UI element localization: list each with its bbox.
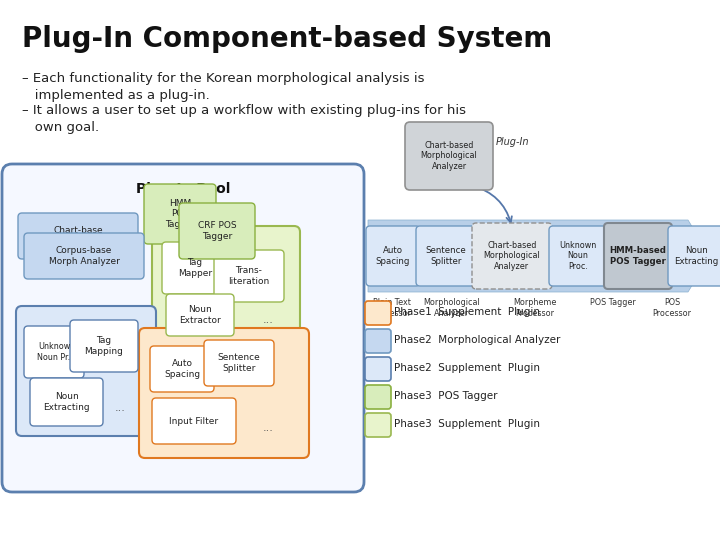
FancyBboxPatch shape — [166, 294, 234, 336]
FancyBboxPatch shape — [30, 378, 103, 426]
Text: Tag
Mapping: Tag Mapping — [84, 336, 123, 356]
Text: ...: ... — [263, 423, 274, 433]
Text: ...: ... — [263, 315, 274, 325]
FancyBboxPatch shape — [416, 226, 476, 286]
Text: POS Tagger: POS Tagger — [590, 298, 636, 307]
Text: Phase2  Morphological Analyzer: Phase2 Morphological Analyzer — [394, 335, 560, 345]
FancyBboxPatch shape — [24, 233, 144, 279]
FancyBboxPatch shape — [365, 301, 391, 325]
Text: Noun
Extracting: Noun Extracting — [43, 392, 90, 412]
Text: Chart-based
Morphological
Analyzer: Chart-based Morphological Analyzer — [420, 141, 477, 171]
Text: Noun
Extractor: Noun Extractor — [179, 305, 221, 325]
FancyBboxPatch shape — [144, 184, 216, 244]
Text: Unknow
Noun Pr.: Unknow Noun Pr. — [37, 342, 71, 362]
Text: HMM
POS
Tagger: HMM POS Tagger — [165, 199, 195, 230]
Text: Input Filter: Input Filter — [169, 416, 219, 426]
Text: Trans-
literation: Trans- literation — [228, 266, 269, 286]
FancyBboxPatch shape — [16, 306, 156, 436]
FancyBboxPatch shape — [179, 203, 255, 259]
Text: Auto
Spacing: Auto Spacing — [164, 359, 200, 379]
FancyBboxPatch shape — [214, 250, 284, 302]
Text: Phase3  POS Tagger: Phase3 POS Tagger — [394, 391, 498, 401]
Polygon shape — [368, 220, 710, 292]
Text: Plain Text
Processor: Plain Text Processor — [372, 298, 412, 318]
Text: Chart-based
Morphological
Analyzer: Chart-based Morphological Analyzer — [484, 241, 541, 271]
FancyBboxPatch shape — [162, 242, 228, 294]
Text: – Each functionality for the Korean morphological analysis is
   implemented as : – Each functionality for the Korean morp… — [22, 72, 425, 103]
FancyBboxPatch shape — [472, 223, 552, 289]
FancyBboxPatch shape — [366, 226, 420, 286]
Text: Chart-base
Morph Analyzer: Chart-base Morph Analyzer — [42, 226, 114, 246]
FancyBboxPatch shape — [549, 226, 607, 286]
Text: CRF POS
Tagger: CRF POS Tagger — [198, 221, 236, 241]
Text: Corpus-base
Morph Analyzer: Corpus-base Morph Analyzer — [48, 246, 120, 266]
Text: Phase1  Supplement  Plugin: Phase1 Supplement Plugin — [394, 307, 540, 317]
FancyBboxPatch shape — [18, 213, 138, 259]
Text: Phase2  Supplement  Plugin: Phase2 Supplement Plugin — [394, 363, 540, 373]
FancyBboxPatch shape — [604, 223, 672, 289]
FancyBboxPatch shape — [365, 357, 391, 381]
FancyBboxPatch shape — [152, 226, 300, 348]
Text: Plug-In Pool: Plug-In Pool — [136, 182, 230, 196]
FancyBboxPatch shape — [24, 326, 84, 378]
FancyBboxPatch shape — [204, 340, 274, 386]
Text: – It allows a user to set up a workflow with existing plug-ins for his
   own go: – It allows a user to set up a workflow … — [22, 104, 466, 134]
FancyBboxPatch shape — [405, 122, 493, 190]
Text: HMM-based
POS Tagger: HMM-based POS Tagger — [610, 246, 667, 266]
Text: Morpheme
Processor: Morpheme Processor — [513, 298, 557, 318]
FancyBboxPatch shape — [365, 413, 391, 437]
Text: Phase3  Supplement  Plugin: Phase3 Supplement Plugin — [394, 419, 540, 429]
Text: Plug-In Component-based System: Plug-In Component-based System — [22, 25, 552, 53]
FancyBboxPatch shape — [150, 346, 214, 392]
Text: Unknown
Noun
Proc.: Unknown Noun Proc. — [559, 241, 597, 271]
Text: Noun
Extracting: Noun Extracting — [674, 246, 718, 266]
FancyBboxPatch shape — [668, 226, 720, 286]
FancyBboxPatch shape — [139, 328, 309, 458]
FancyBboxPatch shape — [152, 398, 236, 444]
Text: Sentence
Splitter: Sentence Splitter — [426, 246, 467, 266]
FancyBboxPatch shape — [2, 164, 364, 492]
Text: Sentence
Splitter: Sentence Splitter — [217, 353, 261, 373]
Text: POS
Processor: POS Processor — [652, 298, 691, 318]
Text: Tag
Mapper: Tag Mapper — [178, 258, 212, 278]
FancyBboxPatch shape — [365, 329, 391, 353]
Text: Auto
Spacing: Auto Spacing — [376, 246, 410, 266]
Text: Plug-In: Plug-In — [496, 137, 529, 147]
FancyBboxPatch shape — [70, 320, 138, 372]
FancyBboxPatch shape — [365, 385, 391, 409]
Text: Morphological
Analyzer: Morphological Analyzer — [423, 298, 480, 318]
Text: ...: ... — [114, 403, 125, 413]
